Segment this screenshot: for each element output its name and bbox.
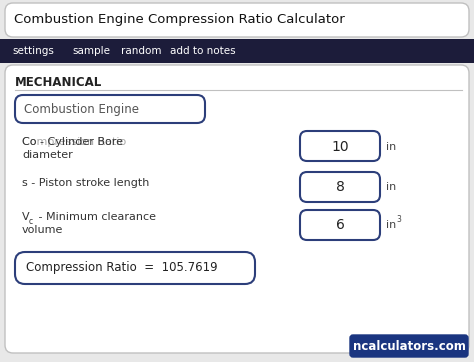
Text: Compression Ratio: Compression Ratio <box>22 137 126 147</box>
Text: random: random <box>121 46 162 56</box>
Text: 6: 6 <box>336 218 345 232</box>
FancyBboxPatch shape <box>5 65 469 353</box>
Text: diameter: diameter <box>22 150 73 160</box>
FancyBboxPatch shape <box>300 210 380 240</box>
FancyBboxPatch shape <box>15 95 205 123</box>
FancyBboxPatch shape <box>300 131 380 161</box>
Text: 8: 8 <box>336 180 345 194</box>
FancyBboxPatch shape <box>5 3 469 37</box>
Text: c: c <box>29 216 33 226</box>
Text: Compression Ratio  =  105.7619: Compression Ratio = 105.7619 <box>26 261 218 274</box>
Text: Co - Cylinder Bore: Co - Cylinder Bore <box>22 137 123 147</box>
Text: in: in <box>386 220 396 230</box>
Text: add to notes: add to notes <box>170 46 236 56</box>
FancyBboxPatch shape <box>15 252 255 284</box>
Text: 10: 10 <box>331 140 349 154</box>
Text: settings: settings <box>12 46 54 56</box>
FancyBboxPatch shape <box>350 335 468 357</box>
Text: - Minimum clearance: - Minimum clearance <box>35 212 156 222</box>
Text: sample: sample <box>72 46 110 56</box>
Text: V: V <box>22 212 29 222</box>
Text: 3: 3 <box>396 215 401 224</box>
Text: Combustion Engine: Combustion Engine <box>24 102 139 115</box>
Bar <box>0 39 474 63</box>
Text: Combustion Engine Compression Ratio Calculator: Combustion Engine Compression Ratio Calc… <box>14 13 345 26</box>
Text: volume: volume <box>22 225 64 235</box>
Text: MECHANICAL: MECHANICAL <box>15 76 102 89</box>
Text: in: in <box>386 142 396 152</box>
FancyBboxPatch shape <box>300 172 380 202</box>
Text: ncalculators.com: ncalculators.com <box>353 340 465 353</box>
Text: s - Piston stroke length: s - Piston stroke length <box>22 178 149 188</box>
Text: in: in <box>386 182 396 192</box>
